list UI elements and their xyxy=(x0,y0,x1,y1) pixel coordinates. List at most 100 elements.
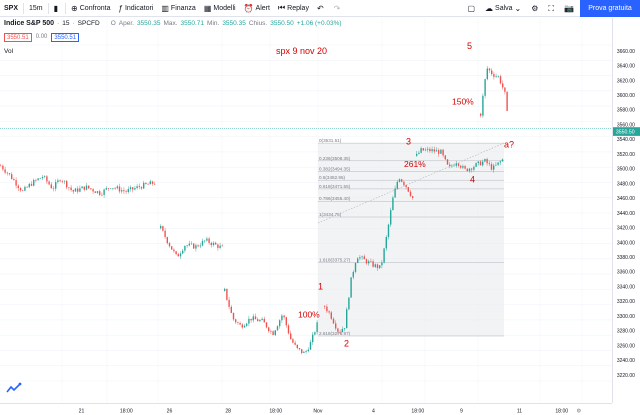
candle-body xyxy=(136,186,138,189)
candle-body xyxy=(398,179,401,182)
candle-body xyxy=(316,322,318,333)
candle-body xyxy=(134,188,136,190)
candle-body xyxy=(101,194,103,196)
legend-open: 3550.35 xyxy=(136,20,161,27)
candle-body xyxy=(239,322,241,325)
snapshot-button[interactable]: 📷 xyxy=(560,0,580,17)
price-tick-label: 3400.00 xyxy=(617,240,635,246)
candle-body xyxy=(495,164,497,166)
candle-body xyxy=(121,190,123,192)
chart-type-button[interactable]: ▮ xyxy=(50,0,64,17)
price-chart[interactable]: 0(3531.51) 0.236(3508.35) 0.382(3494.35) 0.… xyxy=(0,18,612,403)
candle-body xyxy=(488,68,491,71)
layout-button[interactable]: ▢ xyxy=(463,0,481,17)
candle-body xyxy=(490,164,493,170)
compare-button[interactable]: ⊕ Confronta xyxy=(67,0,114,17)
candle-body xyxy=(486,68,488,80)
wave-label-3: 3 xyxy=(406,136,411,146)
bid-ask-boxes: 3550.51 0.00 3550.51 xyxy=(4,33,80,42)
fib-level-label: 2.618(3278.97) xyxy=(319,331,351,336)
candle-body xyxy=(497,162,499,165)
candle-body xyxy=(343,328,346,330)
finance-button[interactable]: ▥ Finanza xyxy=(157,0,199,17)
replay-button[interactable]: ⏮ Replay xyxy=(274,0,313,17)
candle-body xyxy=(46,176,48,182)
wave-label-1: 1 xyxy=(318,281,323,291)
candle-body xyxy=(337,328,339,332)
candle-body xyxy=(241,324,243,328)
candle-body xyxy=(466,168,468,172)
candle-body xyxy=(44,176,46,177)
candle-body xyxy=(79,188,81,192)
candle-body xyxy=(4,169,6,173)
candle-body xyxy=(486,159,488,164)
candle-body xyxy=(164,230,166,238)
candle-body xyxy=(416,153,418,156)
candle-body xyxy=(424,149,427,151)
symbol-search[interactable]: SPX xyxy=(0,0,22,17)
compare-label: Confronta xyxy=(79,4,111,12)
price-axis[interactable]: 3660.00 3640.00 3620.00 3600.00 3580.00 3560.… xyxy=(612,18,640,403)
candle-body xyxy=(154,183,156,185)
settings-button[interactable]: ⚙ xyxy=(527,0,544,17)
candle-body xyxy=(396,181,398,189)
candle-body xyxy=(11,174,13,180)
candle-body xyxy=(77,188,79,192)
alert-button[interactable]: ⏰ Alert xyxy=(240,0,274,17)
templates-label: Modelli xyxy=(213,4,236,12)
candle-body xyxy=(506,91,508,111)
candle-body xyxy=(2,165,4,170)
divider xyxy=(23,2,25,14)
candle-body xyxy=(482,161,484,166)
time-tick-label: 28 xyxy=(225,408,231,414)
candle-body xyxy=(8,173,11,175)
candle-body xyxy=(195,245,197,249)
series-legend: Indice S&P 500 · 15 · SPCFD O Aper. 3550.… xyxy=(4,20,342,27)
save-button[interactable]: ☁ Salva ⌄ xyxy=(481,0,527,17)
candle-body xyxy=(210,242,212,246)
candle-body xyxy=(455,163,457,166)
candle-body xyxy=(303,351,305,353)
legend-close-label: Chius. xyxy=(248,20,268,27)
free-trial-button[interactable]: Prova gratuita xyxy=(580,0,640,17)
candle-body xyxy=(57,180,59,183)
candle-body xyxy=(339,331,341,333)
candle-body xyxy=(263,318,265,323)
candle-body xyxy=(387,224,390,237)
candle-body xyxy=(493,165,495,170)
candle-body xyxy=(480,113,482,116)
redo-button[interactable]: ↷ xyxy=(330,0,347,17)
indicators-button[interactable]: ƒ Indicatori xyxy=(115,0,158,17)
candle-body xyxy=(171,246,173,250)
candle-body xyxy=(471,168,473,170)
candle-body xyxy=(479,161,482,166)
candle-body xyxy=(475,163,477,167)
tradingview-logo-icon xyxy=(6,382,22,393)
candle-body xyxy=(403,181,405,186)
undo-button[interactable]: ↶ xyxy=(313,0,330,17)
candle-body xyxy=(30,183,33,186)
candle-body xyxy=(405,185,407,188)
candle-body xyxy=(59,180,61,182)
candle-body xyxy=(359,257,361,259)
candle-body xyxy=(488,163,490,165)
candle-body xyxy=(22,190,24,192)
candle-body xyxy=(502,83,504,88)
candle-body xyxy=(237,322,239,323)
price-tick-label: 3540.00 xyxy=(617,137,635,143)
candle-body xyxy=(444,155,446,160)
candle-body xyxy=(250,318,252,321)
candle-body xyxy=(208,238,210,243)
ask-price-button[interactable]: 3550.51 xyxy=(51,33,80,42)
candle-body xyxy=(85,185,88,190)
current-price-badge xyxy=(613,127,640,136)
bid-price-button[interactable]: 3550.51 xyxy=(4,33,32,42)
candle-body xyxy=(127,189,129,192)
interval-button[interactable]: 15m xyxy=(25,0,47,17)
fullscreen-button[interactable]: ⛶ xyxy=(544,0,560,17)
candle-body xyxy=(26,186,28,188)
time-axis[interactable]: 21 18:00 26 28 18:00 Nov 4 18:00 9 11 18:00 ⚙ xyxy=(0,403,612,415)
candle-body xyxy=(166,237,168,244)
candle-body xyxy=(348,297,350,310)
templates-button[interactable]: ▦ Modelli xyxy=(200,0,240,17)
